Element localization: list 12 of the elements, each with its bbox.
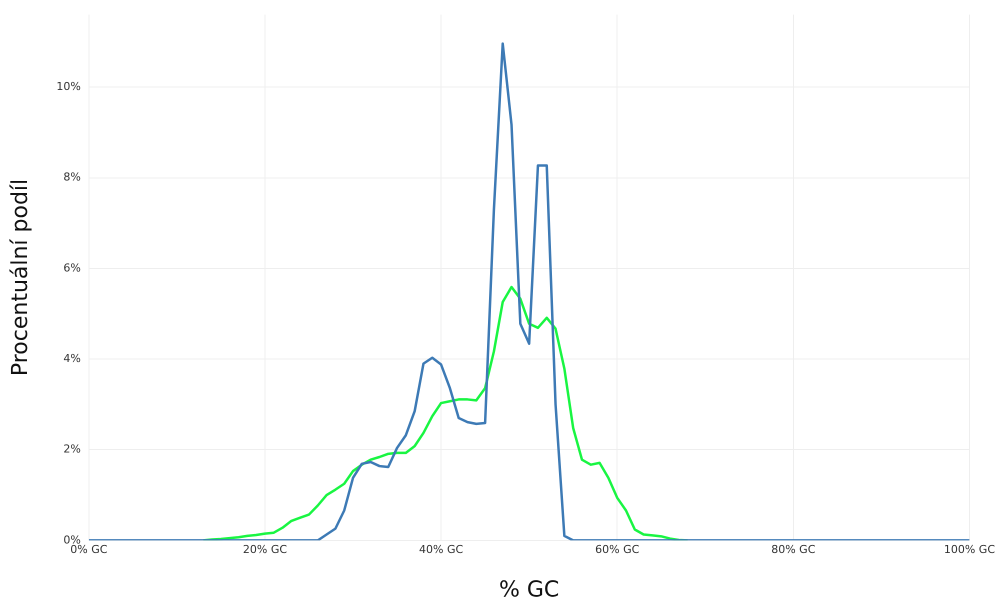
x-tick-label: 80% GC	[771, 542, 816, 556]
y-tick-label: 2%	[63, 442, 81, 456]
x-tick-label: 60% GC	[595, 542, 640, 556]
y-axis-title: Procentuální podíl	[8, 178, 33, 376]
y-tick-label: 8%	[63, 170, 81, 184]
y-tick-label: 6%	[63, 261, 81, 274]
y-tick-label: 4%	[63, 352, 81, 365]
x-tick-label: 100% GC	[944, 542, 996, 556]
x-tick-label: 20% GC	[242, 542, 288, 556]
x-axis-title: % GC	[498, 578, 560, 603]
y-tick-label: 10%	[56, 80, 81, 93]
x-tick-label: 40% GC	[419, 542, 464, 556]
